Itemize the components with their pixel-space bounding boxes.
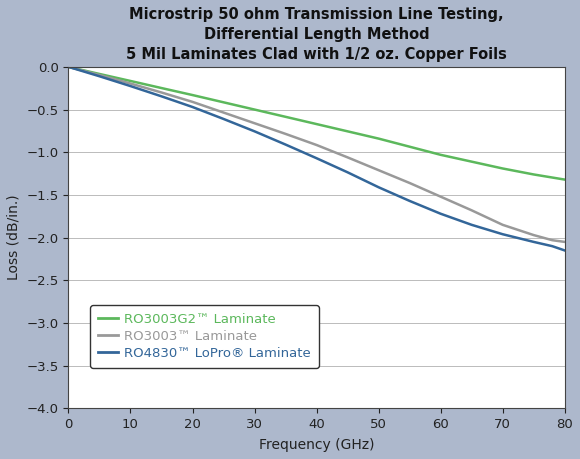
RO3003G2™ Laminate <box>468 159 475 164</box>
RO4830™ LoPro® Laminate <box>375 185 382 190</box>
RO3003G2™ Laminate <box>282 114 289 120</box>
RO3003™ Laminate <box>251 120 258 126</box>
RO4830™ LoPro® Laminate <box>251 129 258 134</box>
RO4830™ LoPro® Laminate <box>530 239 537 245</box>
RO3003™ Laminate <box>313 142 320 148</box>
RO4830™ LoPro® Laminate <box>313 156 320 161</box>
RO3003™ Laminate <box>406 180 413 186</box>
RO3003™ Laminate <box>220 110 227 115</box>
RO4830™ LoPro® Laminate <box>282 142 289 147</box>
RO3003G2™ Laminate <box>437 152 444 157</box>
RO3003G2™ Laminate <box>499 166 506 171</box>
Line: RO4830™ LoPro® Laminate: RO4830™ LoPro® Laminate <box>68 67 565 251</box>
RO3003™ Laminate <box>375 168 382 173</box>
RO3003™ Laminate <box>344 155 351 160</box>
RO3003G2™ Laminate <box>158 85 165 91</box>
RO4830™ LoPro® Laminate <box>499 231 506 237</box>
RO3003G2™ Laminate <box>313 121 320 127</box>
Title: Microstrip 50 ohm Transmission Line Testing,
Differential Length Method
5 Mil La: Microstrip 50 ohm Transmission Line Test… <box>126 7 507 62</box>
RO3003™ Laminate <box>96 72 103 78</box>
RO3003G2™ Laminate <box>65 64 72 70</box>
RO4830™ LoPro® Laminate <box>158 94 165 99</box>
RO3003G2™ Laminate <box>561 177 568 182</box>
RO3003™ Laminate <box>437 194 444 199</box>
Legend: RO3003G2™ Laminate, RO3003™ Laminate, RO4830™ LoPro® Laminate: RO3003G2™ Laminate, RO3003™ Laminate, RO… <box>90 305 319 368</box>
RO3003™ Laminate <box>189 99 196 105</box>
RO4830™ LoPro® Laminate <box>127 84 134 89</box>
Line: RO3003™ Laminate: RO3003™ Laminate <box>68 67 565 242</box>
RO3003G2™ Laminate <box>220 100 227 105</box>
RO3003G2™ Laminate <box>344 129 351 134</box>
RO3003™ Laminate <box>158 90 165 95</box>
Line: RO3003G2™ Laminate: RO3003G2™ Laminate <box>68 67 565 179</box>
RO4830™ LoPro® Laminate <box>549 243 556 249</box>
RO4830™ LoPro® Laminate <box>189 104 196 110</box>
RO4830™ LoPro® Laminate <box>406 198 413 204</box>
RO3003G2™ Laminate <box>251 107 258 112</box>
RO3003™ Laminate <box>549 237 556 243</box>
RO3003™ Laminate <box>530 232 537 238</box>
RO3003™ Laminate <box>561 239 568 245</box>
RO4830™ LoPro® Laminate <box>65 64 72 70</box>
RO3003™ Laminate <box>282 131 289 137</box>
Y-axis label: Loss (dB/in.): Loss (dB/in.) <box>7 195 21 280</box>
RO3003™ Laminate <box>499 222 506 228</box>
RO3003G2™ Laminate <box>189 92 196 98</box>
RO3003™ Laminate <box>468 207 475 213</box>
RO4830™ LoPro® Laminate <box>468 222 475 228</box>
RO4830™ LoPro® Laminate <box>561 248 568 253</box>
RO3003G2™ Laminate <box>530 172 537 177</box>
RO3003G2™ Laminate <box>406 144 413 150</box>
RO3003G2™ Laminate <box>375 136 382 141</box>
RO3003™ Laminate <box>65 64 72 70</box>
RO3003™ Laminate <box>127 81 134 86</box>
RO3003G2™ Laminate <box>127 78 134 84</box>
RO3003G2™ Laminate <box>96 71 103 77</box>
RO4830™ LoPro® Laminate <box>96 73 103 79</box>
RO4830™ LoPro® Laminate <box>437 211 444 217</box>
RO4830™ LoPro® Laminate <box>344 169 351 175</box>
RO4830™ LoPro® Laminate <box>220 116 227 122</box>
X-axis label: Frequency (GHz): Frequency (GHz) <box>259 438 374 452</box>
